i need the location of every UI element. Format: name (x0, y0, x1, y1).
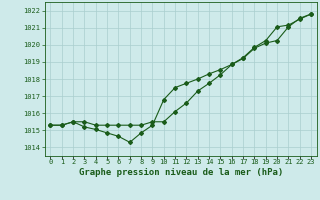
X-axis label: Graphe pression niveau de la mer (hPa): Graphe pression niveau de la mer (hPa) (79, 168, 283, 177)
